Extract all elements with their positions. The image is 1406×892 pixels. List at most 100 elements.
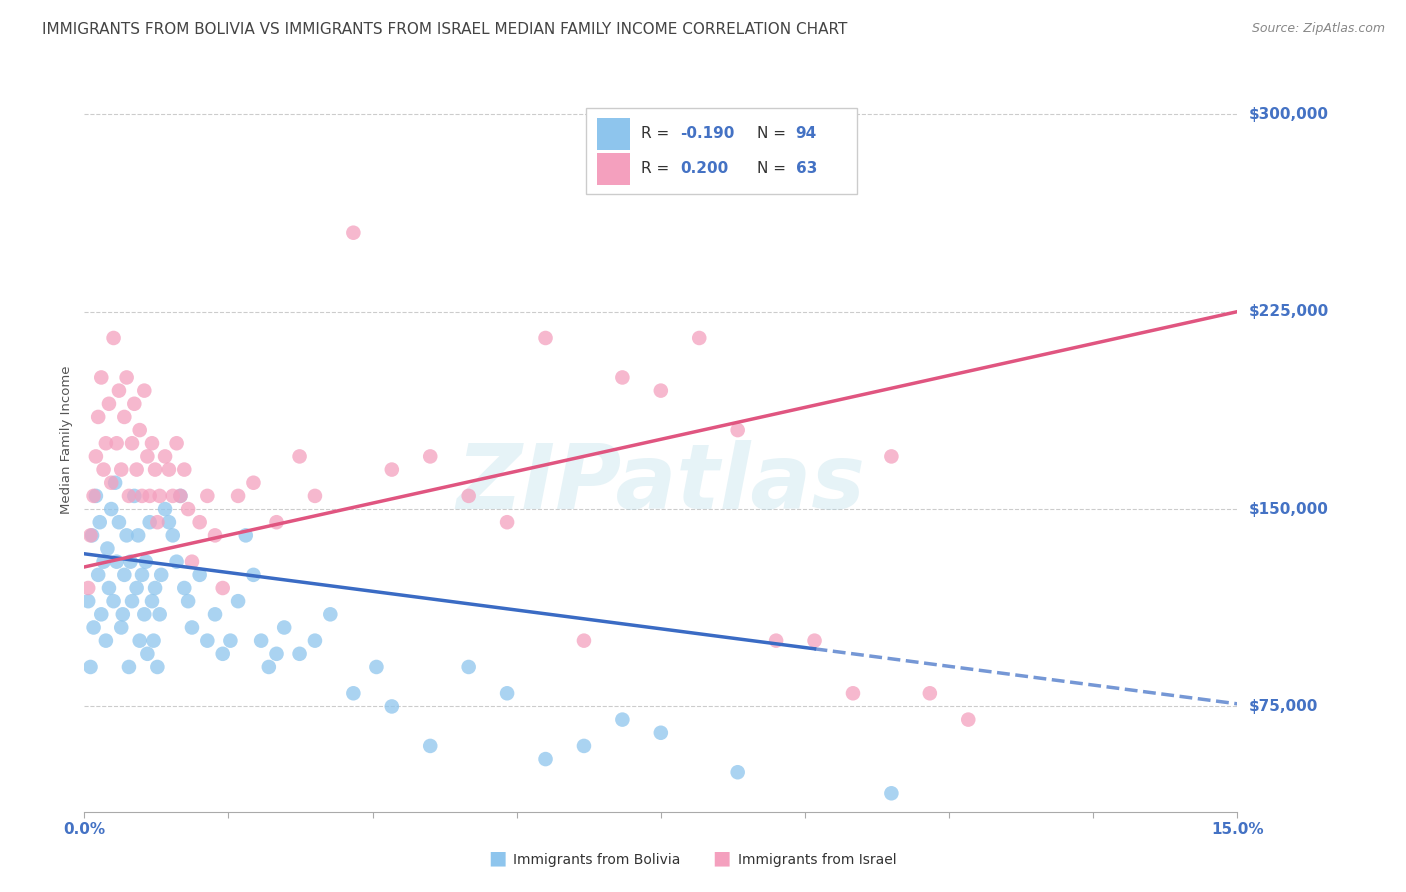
Point: [188, 515, 211, 529]
Point: [496, 515, 519, 529]
Point: [204, 528, 226, 542]
Point: [457, 489, 479, 503]
Text: $225,000: $225,000: [1249, 304, 1329, 319]
Point: [381, 699, 404, 714]
Point: [169, 489, 191, 503]
Point: [118, 660, 141, 674]
Point: [143, 581, 166, 595]
Point: [572, 633, 595, 648]
Point: [134, 607, 156, 622]
Point: [153, 450, 176, 464]
Point: [211, 647, 233, 661]
Point: [135, 555, 157, 569]
Point: [204, 607, 226, 622]
Point: [612, 370, 634, 384]
Point: [157, 515, 180, 529]
Point: [138, 515, 160, 529]
Point: [112, 567, 135, 582]
Point: [141, 436, 163, 450]
Text: ■: ■: [713, 848, 731, 867]
Text: ZIPatlas: ZIPatlas: [457, 440, 865, 528]
Point: [150, 567, 173, 582]
Point: [90, 607, 112, 622]
Point: [146, 660, 169, 674]
Point: [419, 450, 441, 464]
Point: [115, 528, 138, 542]
Text: 94: 94: [796, 127, 817, 142]
Point: [688, 331, 710, 345]
Point: [157, 462, 180, 476]
Point: [153, 502, 176, 516]
Point: [96, 541, 118, 556]
Point: [226, 489, 249, 503]
Point: [79, 660, 101, 674]
Point: [128, 633, 150, 648]
Point: [77, 594, 100, 608]
Text: $150,000: $150,000: [1249, 501, 1329, 516]
Text: $300,000: $300,000: [1249, 107, 1329, 122]
Point: [612, 713, 634, 727]
Point: [195, 633, 218, 648]
Text: Immigrants from Israel: Immigrants from Israel: [738, 853, 897, 867]
Point: [108, 515, 131, 529]
Point: [381, 462, 404, 476]
Point: [219, 633, 242, 648]
Point: [83, 489, 105, 503]
Point: [188, 567, 211, 582]
Point: [134, 384, 156, 398]
Point: [143, 462, 166, 476]
Text: -0.190: -0.190: [681, 127, 735, 142]
Point: [120, 555, 142, 569]
Point: [319, 607, 342, 622]
Point: [103, 331, 125, 345]
Text: ■: ■: [488, 848, 506, 867]
Point: [83, 620, 105, 634]
Text: N =: N =: [756, 127, 790, 142]
Point: [226, 594, 249, 608]
Point: [105, 436, 128, 450]
Text: IMMIGRANTS FROM BOLIVIA VS IMMIGRANTS FROM ISRAEL MEDIAN FAMILY INCOME CORRELATI: IMMIGRANTS FROM BOLIVIA VS IMMIGRANTS FR…: [42, 22, 848, 37]
Point: [141, 594, 163, 608]
Text: 0.200: 0.200: [681, 161, 728, 177]
Point: [727, 423, 749, 437]
Point: [304, 489, 326, 503]
Point: [169, 489, 191, 503]
Point: [108, 384, 131, 398]
Point: [89, 515, 111, 529]
Point: [342, 226, 364, 240]
Point: [87, 567, 110, 582]
Point: [127, 528, 149, 542]
Point: [765, 633, 787, 648]
Point: [173, 462, 195, 476]
Point: [419, 739, 441, 753]
Point: [149, 489, 172, 503]
Point: [266, 515, 288, 529]
Point: [235, 528, 257, 542]
Point: [957, 713, 980, 727]
Text: N =: N =: [756, 161, 790, 177]
Point: [100, 502, 122, 516]
Point: [121, 594, 143, 608]
Point: [121, 436, 143, 450]
Point: [84, 489, 107, 503]
Point: [131, 489, 153, 503]
Point: [181, 555, 204, 569]
Point: [842, 686, 865, 700]
Text: $75,000: $75,000: [1249, 699, 1319, 714]
Point: [103, 594, 125, 608]
Point: [195, 489, 218, 503]
Point: [534, 331, 557, 345]
Point: [149, 607, 172, 622]
Point: [136, 647, 159, 661]
Point: [93, 462, 115, 476]
FancyBboxPatch shape: [586, 108, 856, 194]
Point: [257, 660, 280, 674]
Point: [880, 786, 903, 800]
Text: R =: R =: [641, 127, 675, 142]
Point: [162, 489, 184, 503]
Point: [94, 633, 117, 648]
Text: 63: 63: [796, 161, 817, 177]
Point: [93, 555, 115, 569]
Point: [125, 462, 148, 476]
Point: [104, 475, 127, 490]
